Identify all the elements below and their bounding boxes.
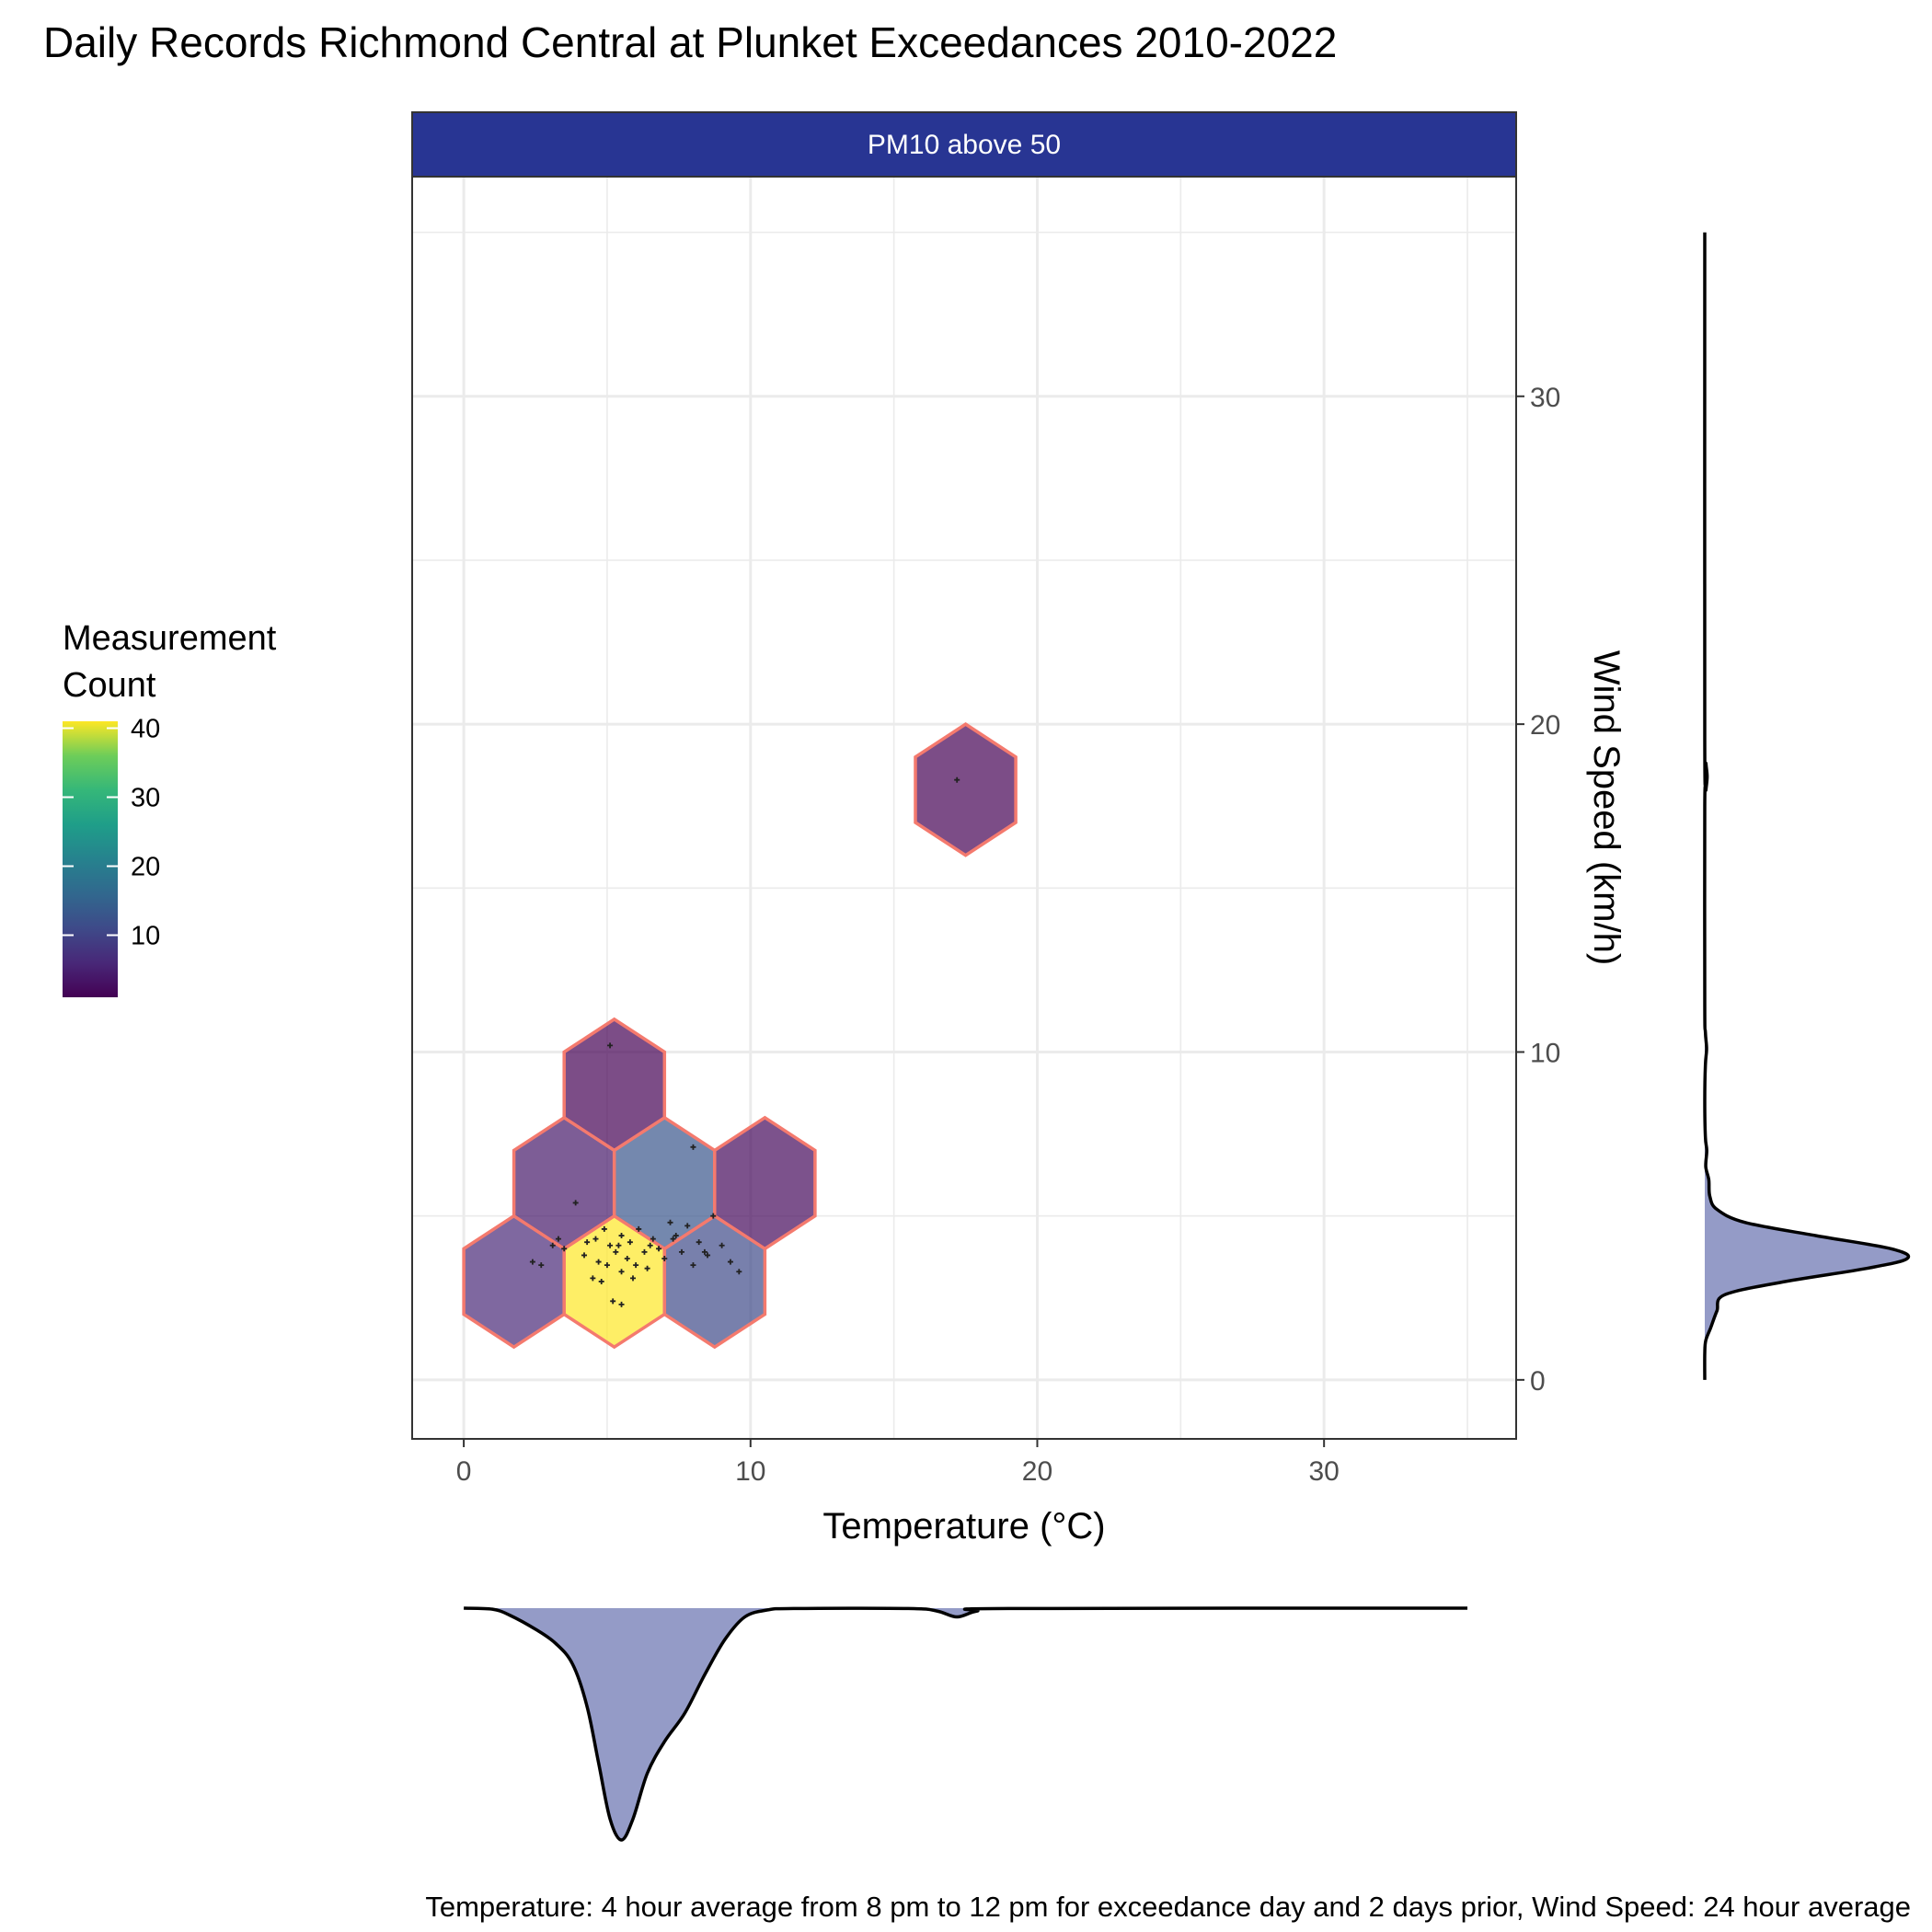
data-point [701,1248,707,1255]
data-point [696,1239,702,1246]
legend-title-line-1: Measurement [63,619,277,658]
data-point [595,1259,602,1265]
data-point [590,1275,596,1282]
data-point [644,1265,650,1271]
points-layer [529,776,960,1307]
y-tick-label: 20 [1530,710,1560,741]
data-point [630,1275,636,1282]
hexbin [562,1017,667,1153]
y-tick-label: 0 [1530,1366,1546,1397]
x-tick-label: 20 [1022,1456,1052,1487]
y-tick-label: 10 [1530,1038,1560,1068]
data-point [673,1233,679,1239]
data-point [581,1252,588,1259]
hexbin [713,1115,817,1251]
data-point [572,1200,579,1206]
y-density-line [1703,232,1911,1380]
data-point [684,1223,691,1229]
data-point [618,1301,625,1307]
data-point [529,1259,535,1265]
data-point [670,1236,676,1242]
y-tick-label: 30 [1530,383,1560,413]
plot-panel [411,176,1517,1440]
data-point [719,1242,725,1248]
x-tick-label: 30 [1308,1456,1339,1487]
data-point [727,1259,733,1265]
x-axis: 0 10 20 30 [456,1439,1340,1487]
data-point [656,1246,662,1252]
y-axis-label: Wind Speed (km/h) [1586,650,1627,965]
facet-label: PM10 above 50 [868,130,1061,160]
data-point [610,1298,616,1305]
data-point [636,1225,642,1232]
data-point [555,1236,561,1242]
hexbin-layer [462,722,1018,1350]
y-density-area [1704,232,1909,1380]
data-point [641,1248,648,1255]
legend-ticks: 10 20 30 40 [63,715,160,951]
legend-tick-label: 30 [131,784,160,813]
legend-tick-label: 20 [131,853,160,882]
data-point [604,1262,610,1269]
hexbin [914,722,1018,857]
data-point [549,1242,556,1248]
data-point [538,1262,545,1269]
legend-title-line-2: Count [63,666,156,705]
data-point [613,1248,619,1255]
x-tick-label: 10 [735,1456,765,1487]
data-point [690,1262,696,1269]
data-point [615,1242,622,1248]
chart-caption: Temperature: 4 hour average from 8 pm to… [425,1891,1911,1923]
data-point [624,1256,630,1261]
facet-strip [411,111,1517,178]
data-point [627,1239,633,1246]
data-point [598,1278,604,1284]
data-point [710,1213,717,1219]
data-point [607,1242,614,1248]
x-axis-label: Temperature (°C) [822,1506,1105,1547]
data-point [690,1144,696,1150]
data-point [650,1236,656,1242]
data-point [618,1233,625,1239]
x-density-area [464,1608,1468,1840]
x-marginal-density [464,1606,1468,1842]
legend-tick-label: 40 [131,715,160,744]
legend-colorbar [63,721,118,997]
panel-border [411,176,1517,1440]
data-point [736,1269,742,1275]
x-tick-label: 0 [456,1456,472,1487]
data-point [584,1239,591,1246]
data-point [667,1219,673,1225]
data-point [954,776,960,783]
data-point [607,1042,614,1049]
legend-tick-label: 10 [131,922,160,951]
data-point [678,1248,684,1255]
data-point [618,1269,625,1275]
y-marginal-density [1703,232,1911,1380]
y-axis: 0 10 20 30 [1516,383,1560,1397]
x-density-line [464,1606,1468,1842]
data-point [561,1246,568,1252]
data-point [601,1225,607,1232]
data-point [633,1262,639,1269]
data-point [705,1252,711,1259]
chart-title: Daily Records Richmond Central at Plunke… [43,18,1337,66]
data-point [647,1242,653,1248]
data-point [661,1256,668,1261]
legend: Measurement Count 10 20 30 40 [63,619,277,997]
data-point [592,1236,599,1242]
